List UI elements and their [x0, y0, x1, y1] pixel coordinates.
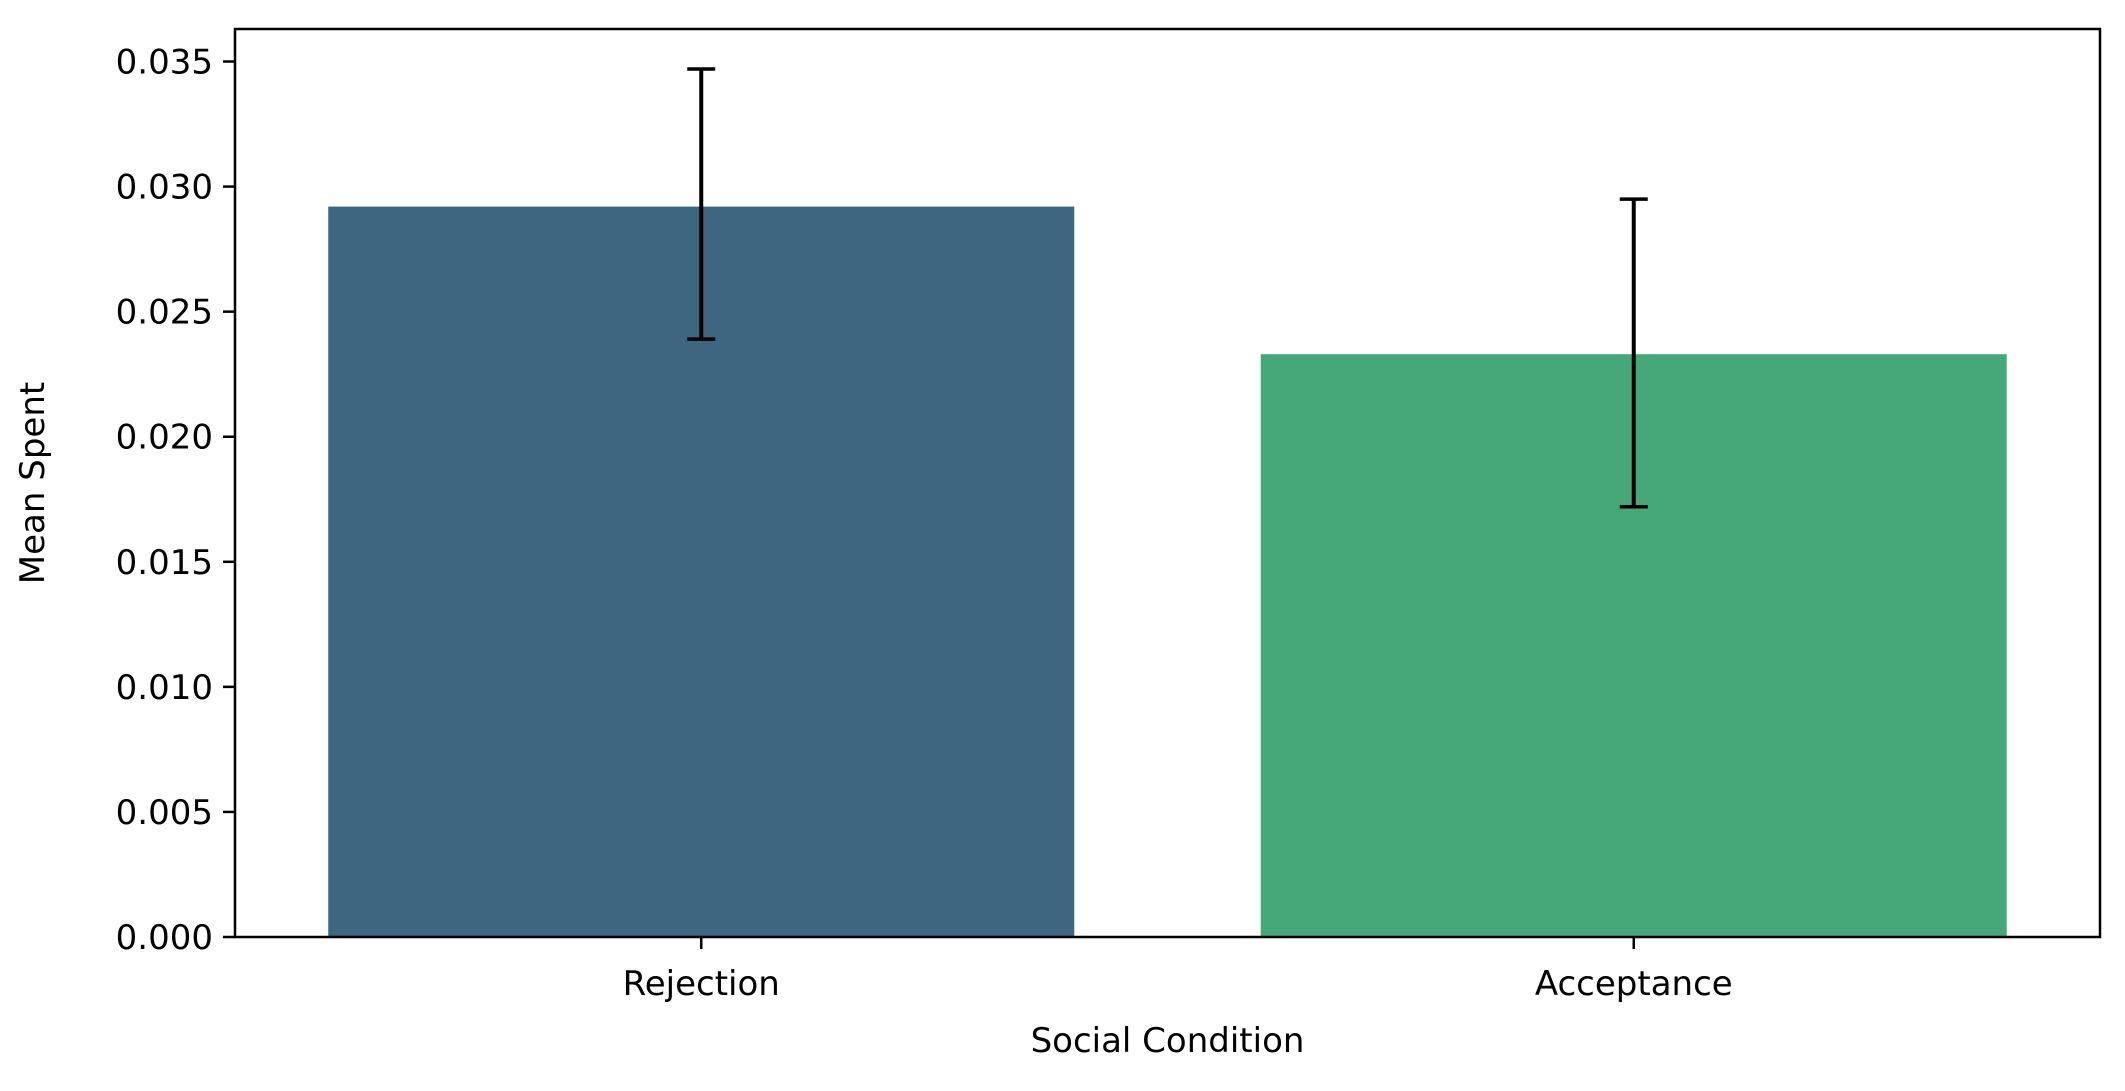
- y-tick-label: 0.015: [116, 543, 213, 583]
- plot-frame: [233, 27, 2102, 939]
- errorbar-acceptance: [1619, 197, 1648, 509]
- y-axis: 0.000 0.005 0.010 0.015 0.020 0.025 0.030 0.035: [116, 43, 235, 958]
- y-tick-label: 0.005: [116, 793, 213, 833]
- y-tick-label: 0.030: [116, 168, 213, 208]
- x-axis-title: Social Condition: [1031, 1021, 1305, 1061]
- x-axis: Rejection Acceptance: [623, 937, 1733, 1004]
- y-tick-label: 0.020: [116, 418, 213, 458]
- y-tick-label: 0.010: [116, 668, 213, 708]
- y-tick-label: 0.000: [116, 918, 213, 958]
- x-tick-label: Rejection: [623, 964, 780, 1004]
- errorbar-rejection: [687, 67, 716, 341]
- y-axis-title: Mean Spent: [13, 382, 53, 584]
- y-tick-label: 0.025: [116, 293, 213, 333]
- errorbars-layer: [687, 67, 1648, 509]
- x-tick-label: Acceptance: [1535, 964, 1733, 1004]
- y-tick-label: 0.035: [116, 43, 213, 83]
